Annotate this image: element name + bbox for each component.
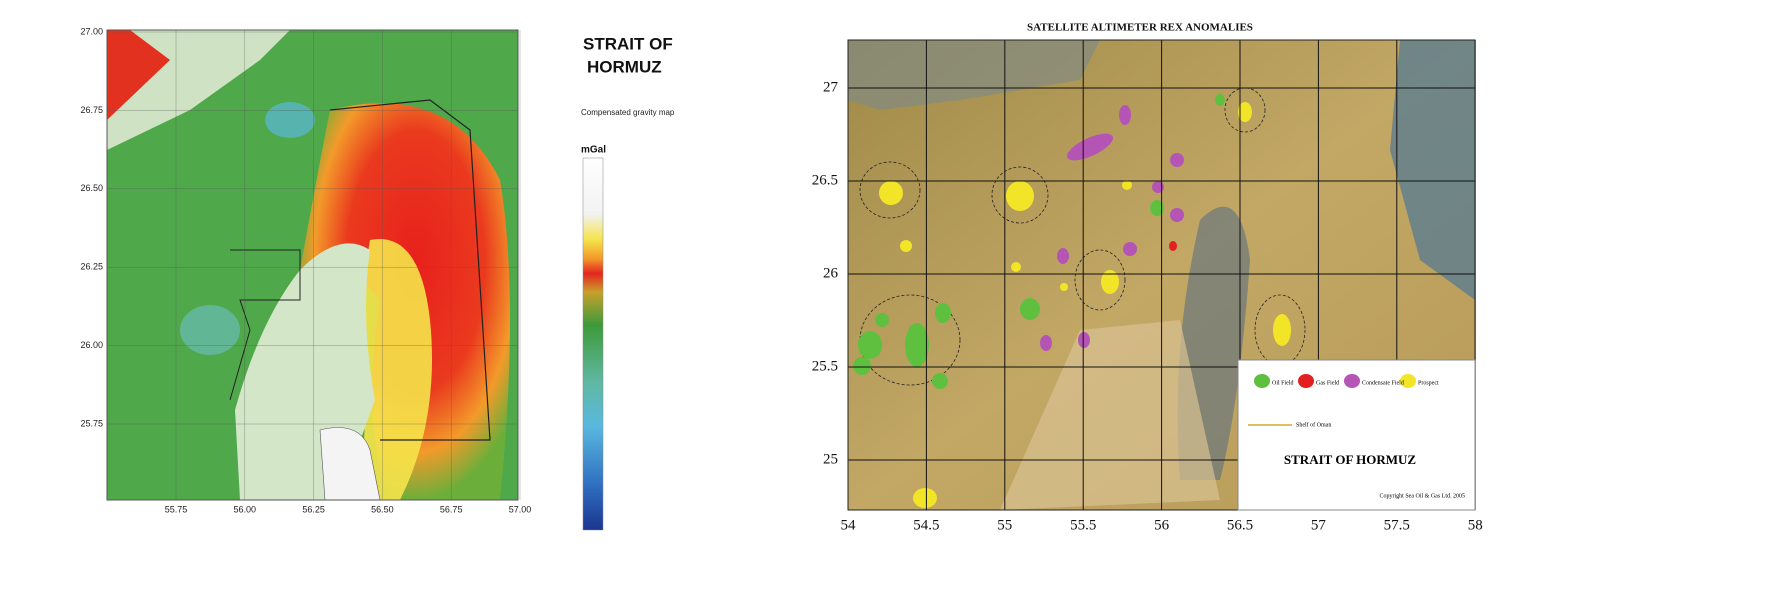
unit-label: mGal [581, 145, 606, 156]
legend-label: Prospect [1418, 380, 1439, 386]
map-title: STRAIT OF HORMUZ [1284, 452, 1417, 467]
x-label: 56.50 [371, 504, 394, 514]
y-label: 27.00 [80, 26, 103, 36]
x-label: 56.25 [302, 504, 325, 514]
title: STRAIT OF [583, 34, 673, 53]
x-label: 55 [997, 517, 1012, 533]
subtitle: Compensated gravity map [581, 108, 675, 117]
low [180, 305, 240, 355]
x-label: 58 [1468, 517, 1483, 533]
legend-label: Gas Field [1316, 380, 1339, 386]
low [265, 102, 315, 138]
y-label: 26.75 [80, 105, 103, 115]
y-label: 25.75 [80, 418, 103, 428]
y-label: 26.25 [80, 262, 103, 272]
y-label: 27 [823, 79, 839, 95]
y-label: 25.5 [812, 358, 838, 374]
x-label: 56.00 [234, 504, 257, 514]
x-label: 57.5 [1384, 517, 1410, 533]
colorbar [583, 158, 603, 530]
copyright: Copyright Sea Oil & Gas Ltd. 2005 [1380, 493, 1466, 499]
x-label: 56.75 [440, 504, 463, 514]
x-label: 56.5 [1227, 517, 1253, 533]
y-label: 25 [823, 451, 838, 467]
legend-swatch [1298, 374, 1314, 388]
altimeter-map: Oil Field Gas Field Condensate Field Pro… [848, 40, 1475, 510]
y-label: 26 [823, 265, 839, 281]
legend-label: Shelf of Oman [1296, 421, 1331, 428]
figure: STRAIT OF HORMUZ Compensated gravity map… [0, 0, 1771, 605]
x-label: 56 [1154, 517, 1170, 533]
y-label: 26.00 [80, 340, 103, 350]
legend: Oil Field Gas Field Condensate Field Pro… [1238, 360, 1475, 510]
x-label: 54.5 [913, 517, 939, 533]
x-label: 55.5 [1070, 517, 1096, 533]
x-label: 55.75 [165, 504, 188, 514]
legend-label: Oil Field [1272, 380, 1294, 386]
legend-swatch [1344, 374, 1360, 388]
title: SATELLITE ALTIMETER REX ANOMALIES [1027, 22, 1253, 34]
legend-swatch [1254, 374, 1270, 388]
y-label: 26.50 [80, 183, 103, 193]
x-label: 57.00 [509, 504, 532, 514]
legend-label: Condensate Field [1362, 380, 1404, 386]
gravity-map [107, 30, 520, 500]
x-label: 57 [1311, 517, 1327, 533]
x-label: 54 [841, 517, 857, 533]
y-label: 26.5 [812, 172, 838, 188]
title: HORMUZ [587, 57, 662, 76]
